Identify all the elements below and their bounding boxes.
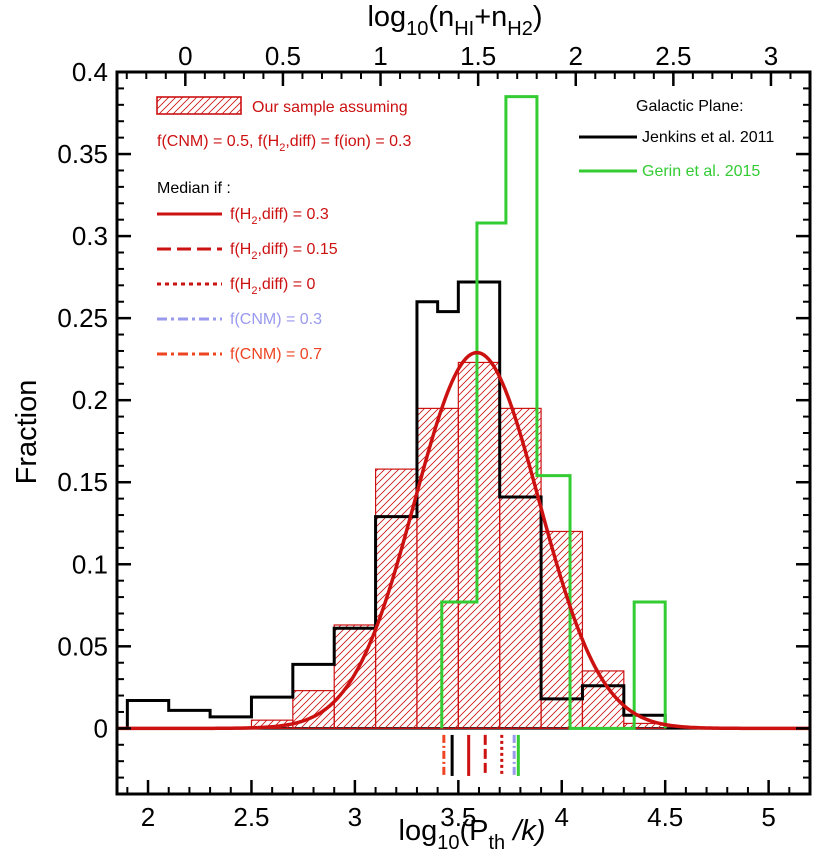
- top-x-tick-label: 2.5: [655, 41, 691, 71]
- hatched-bar: [416, 407, 459, 729]
- top-x-tick-label: 0: [178, 41, 192, 71]
- legend-galactic-label: Jenkins et al. 2011: [642, 129, 774, 146]
- legend-sample-title: Our sample assuming: [252, 99, 408, 116]
- legend-galactic: Galactic Plane: Jenkins et al. 2011 Gerin…: [579, 98, 774, 180]
- y-tick-label: 0.4: [72, 57, 108, 87]
- legend-median-label: f(H2,diff) = 0.15: [230, 241, 338, 262]
- x-tick-label: 2: [141, 802, 155, 832]
- top-x-tick-label: 3: [764, 41, 778, 71]
- x-tick-label: 2.5: [233, 802, 269, 832]
- y-tick-label: 0.25: [57, 303, 108, 333]
- x-tick-label: 3: [348, 802, 362, 832]
- legend-median: Median if : f(H2,diff) = 0.3 f(H2,diff) =…: [157, 180, 338, 363]
- legend-sample: Our sample assuming f(CNM) = 0.5, f(H2,d…: [156, 96, 411, 154]
- step-line-jenkins-et-al-2011: [125, 280, 667, 729]
- hatched-histogram: [250, 361, 666, 729]
- y-tick-label: 0.35: [57, 139, 108, 169]
- y-tick-label: 0.15: [57, 467, 108, 497]
- top-x-tick-label: 2: [569, 41, 583, 71]
- x-tick-label: 4: [555, 802, 569, 832]
- top-x-axis-title: log10(nHI+nH2): [367, 1, 542, 40]
- legend-galactic-title: Galactic Plane:: [636, 98, 744, 115]
- legend-median-label: f(CNM) = 0.7: [230, 346, 322, 363]
- y-tick-label: 0.2: [72, 385, 108, 415]
- y-tick-label: 0: [94, 713, 108, 743]
- top-x-tick-label: 1.5: [460, 41, 496, 71]
- legend-median-label: f(H2,diff) = 0: [230, 276, 316, 297]
- top-x-tick-label: 0.5: [265, 41, 301, 71]
- hatched-bar: [374, 468, 418, 729]
- x-tick-label: 4.5: [647, 802, 683, 832]
- y-tick-label: 0.3: [72, 221, 108, 251]
- step-histograms: [117, 95, 810, 776]
- legend-median-label: f(H2,diff) = 0.3: [230, 206, 329, 227]
- top-x-tick-label: 1: [373, 41, 387, 71]
- y-axis-title: Fraction: [11, 380, 43, 485]
- gaussian-fit-curve: [117, 350, 810, 731]
- x-tick-label: 3.5: [440, 802, 476, 832]
- y-tick-label: 0.05: [57, 631, 108, 661]
- x-tick-label: 5: [761, 802, 775, 832]
- legend-median-title: Median if :: [157, 180, 231, 197]
- step-line-gerin-et-al-2015: [440, 95, 667, 730]
- legend-galactic-label: Gerin et al. 2015: [642, 163, 760, 180]
- x-axis-title: log10(Pth /k): [399, 815, 546, 854]
- legend-median-label: f(CNM) = 0.3: [230, 311, 322, 328]
- axes: 2 2.5 3 3.5 4 4.5 5 0 0.5 1 1.5 2 2.5 3 0 0.05 0.1 0.15 0.…: [57, 41, 812, 832]
- hatched-bar: [540, 530, 584, 729]
- hatched-bar: [499, 407, 542, 729]
- hatched-bar: [457, 361, 501, 729]
- legend-sample-assumption: f(CNM) = 0.5, f(H2,diff) = f(ion) = 0.3: [157, 133, 411, 154]
- y-tick-label: 0.1: [72, 549, 108, 579]
- legend-hatch-swatch: [156, 96, 242, 115]
